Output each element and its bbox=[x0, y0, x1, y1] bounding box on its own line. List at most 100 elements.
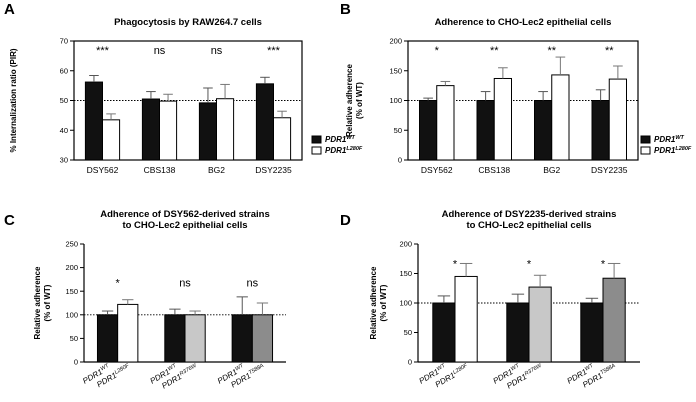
panel-d-y-tick-label: 150 bbox=[399, 269, 412, 278]
panel-a-x-tick-label: BG2 bbox=[208, 165, 225, 175]
panel-a-legend-label: PDR1L280F bbox=[325, 146, 363, 155]
panel-c-y-axis-label-line-1: Relative adherence bbox=[33, 266, 42, 339]
panel-b-significance-label: * bbox=[435, 45, 440, 57]
panel-d-bar bbox=[602, 277, 626, 363]
panel-c-bar bbox=[184, 314, 206, 363]
panel-c-bar bbox=[231, 314, 253, 363]
panel-a-legend-swatch bbox=[311, 135, 322, 144]
panel-c-significance-label: ns bbox=[179, 277, 191, 289]
panel-b-legend-label: PDR1WT bbox=[654, 135, 685, 144]
panel-a-legend: PDR1WT PDR1L280F bbox=[311, 135, 363, 155]
panel-b-bar bbox=[476, 100, 495, 161]
panel-b-legend-swatch bbox=[640, 135, 651, 144]
panel-b-x-tick-label: CBS138 bbox=[478, 165, 510, 175]
panel-c-bar bbox=[96, 314, 119, 363]
panel-b-y-axis-label-line-2: (% of WT) bbox=[355, 82, 364, 119]
panel-a-bar bbox=[216, 98, 235, 161]
panel-a-bar bbox=[84, 81, 104, 161]
panel-b-bar bbox=[534, 100, 553, 161]
panel-b-x-tick-label: DSY562 bbox=[421, 165, 453, 175]
panel-d-title-line-2: to CHO-Lec2 epithelial cells bbox=[466, 220, 591, 231]
panel-b-bar bbox=[608, 78, 627, 161]
panel-a-legend-swatch bbox=[311, 146, 322, 155]
panel-d-y-tick-label: 0 bbox=[408, 358, 412, 367]
panel-b-bar bbox=[436, 85, 455, 161]
panel-d-bar bbox=[506, 302, 530, 363]
panel-a-legend-label: PDR1WT bbox=[325, 135, 356, 144]
panel-a-bar bbox=[273, 117, 292, 161]
panel-d-bar bbox=[454, 275, 478, 363]
panel-d-y-axis-label-line-2: (% of WT) bbox=[379, 284, 388, 321]
panel-b-legend: PDR1WT PDR1L280F bbox=[640, 135, 692, 155]
panel-c-title-line-2: to CHO-Lec2 epithelial cells bbox=[122, 220, 247, 231]
panel-a-bar bbox=[198, 102, 217, 161]
panel-b-y-tick-label: 0 bbox=[398, 156, 402, 165]
panel-b-bar bbox=[591, 100, 610, 161]
panel-d-bar bbox=[528, 286, 552, 363]
panel-d-bar bbox=[432, 302, 456, 363]
panel-a-letter: A bbox=[4, 1, 15, 18]
panel-d-chart: D Adherence of DSY2235-derived strainsto … bbox=[340, 209, 640, 391]
panel-a-x-tick-label: CBS138 bbox=[144, 165, 176, 175]
panel-c-bar bbox=[251, 314, 274, 363]
panel-c-bar bbox=[117, 303, 139, 363]
panel-a-y-tick-label: 30 bbox=[60, 156, 68, 165]
panel-b-y-tick-label: 50 bbox=[394, 126, 402, 135]
panel-d-y-tick-label: 200 bbox=[399, 240, 412, 249]
panel-a-significance-label: *** bbox=[96, 45, 110, 57]
panel-d-significance-label: * bbox=[453, 259, 458, 271]
panel-a-y-tick-label: 50 bbox=[60, 96, 68, 105]
panel-b-significance-label: ** bbox=[605, 45, 614, 57]
panel-b-y-tick-label: 150 bbox=[389, 66, 402, 75]
panel-a-y-tick-label: 70 bbox=[60, 37, 68, 46]
panel-c-y-tick-label: 200 bbox=[65, 263, 78, 272]
panel-c-significance-label: ns bbox=[247, 277, 259, 289]
panel-a-significance-label: ns bbox=[154, 45, 166, 57]
panel-b-legend-label: PDR1L280F bbox=[654, 146, 692, 155]
panel-d-significance-label: * bbox=[527, 259, 532, 271]
panel-b-bar bbox=[419, 100, 438, 161]
panel-a-chart: A Phagocytosis by RAW264.7 cells % Interna… bbox=[4, 1, 363, 175]
panel-d-y-tick-label: 100 bbox=[399, 299, 412, 308]
panel-b-letter: B bbox=[340, 1, 351, 18]
panel-a-x-tick-label: DSY562 bbox=[87, 165, 119, 175]
panel-b-y-axis-label-line-1: Relative adherence bbox=[345, 63, 354, 136]
panel-a-bar bbox=[159, 100, 178, 161]
panel-c-significance-label: * bbox=[116, 277, 121, 289]
panel-b-legend-swatch bbox=[640, 146, 651, 155]
panel-a-y-tick-label: 60 bbox=[60, 66, 68, 75]
panel-c-y-tick-label: 250 bbox=[65, 240, 78, 249]
panel-a-y-axis-label: % Internalization ratio (PIR) bbox=[9, 48, 18, 152]
panel-a-significance-label: *** bbox=[267, 45, 281, 57]
panel-d-bar bbox=[580, 302, 604, 363]
panel-a-bar bbox=[102, 119, 121, 161]
panel-a-bar bbox=[141, 98, 160, 161]
panel-b-y-tick-label: 100 bbox=[389, 96, 402, 105]
panel-a-y-tick-label: 40 bbox=[60, 126, 68, 135]
panel-c-y-tick-label: 0 bbox=[74, 358, 78, 367]
panel-b-y-tick-label: 200 bbox=[389, 37, 402, 46]
panel-d-y-axis-label-line-1: Relative adherence bbox=[369, 266, 378, 339]
panel-a-significance-label: ns bbox=[211, 45, 223, 57]
panel-c-bar bbox=[164, 314, 186, 363]
panel-b-bar bbox=[551, 74, 570, 161]
panel-a-bar bbox=[255, 83, 274, 161]
panel-b-significance-label: ** bbox=[547, 45, 556, 57]
panel-b-title: Adherence to CHO-Lec2 epithelial cells bbox=[435, 17, 612, 28]
panel-c-y-tick-label: 100 bbox=[65, 310, 78, 319]
panel-b-x-tick-label: DSY2235 bbox=[591, 165, 628, 175]
panel-b-x-tick-label: BG2 bbox=[543, 165, 560, 175]
panel-d-letter: D bbox=[340, 212, 351, 229]
panel-b-significance-label: ** bbox=[490, 45, 499, 57]
panel-d-y-tick-label: 50 bbox=[404, 328, 412, 337]
panel-c-y-tick-label: 150 bbox=[65, 287, 78, 296]
panel-c-y-axis-label-line-2: (% of WT) bbox=[43, 284, 52, 321]
panel-c-y-tick-label: 50 bbox=[70, 334, 78, 343]
panel-a-x-tick-label: DSY2235 bbox=[255, 165, 292, 175]
panel-d-title-line-1: Adherence of DSY2235-derived strains bbox=[442, 209, 617, 220]
panel-d-significance-label: * bbox=[601, 259, 606, 271]
panel-c-letter: C bbox=[4, 212, 15, 229]
panel-b-chart: B Adherence to CHO-Lec2 epithelial cells R… bbox=[340, 1, 692, 175]
